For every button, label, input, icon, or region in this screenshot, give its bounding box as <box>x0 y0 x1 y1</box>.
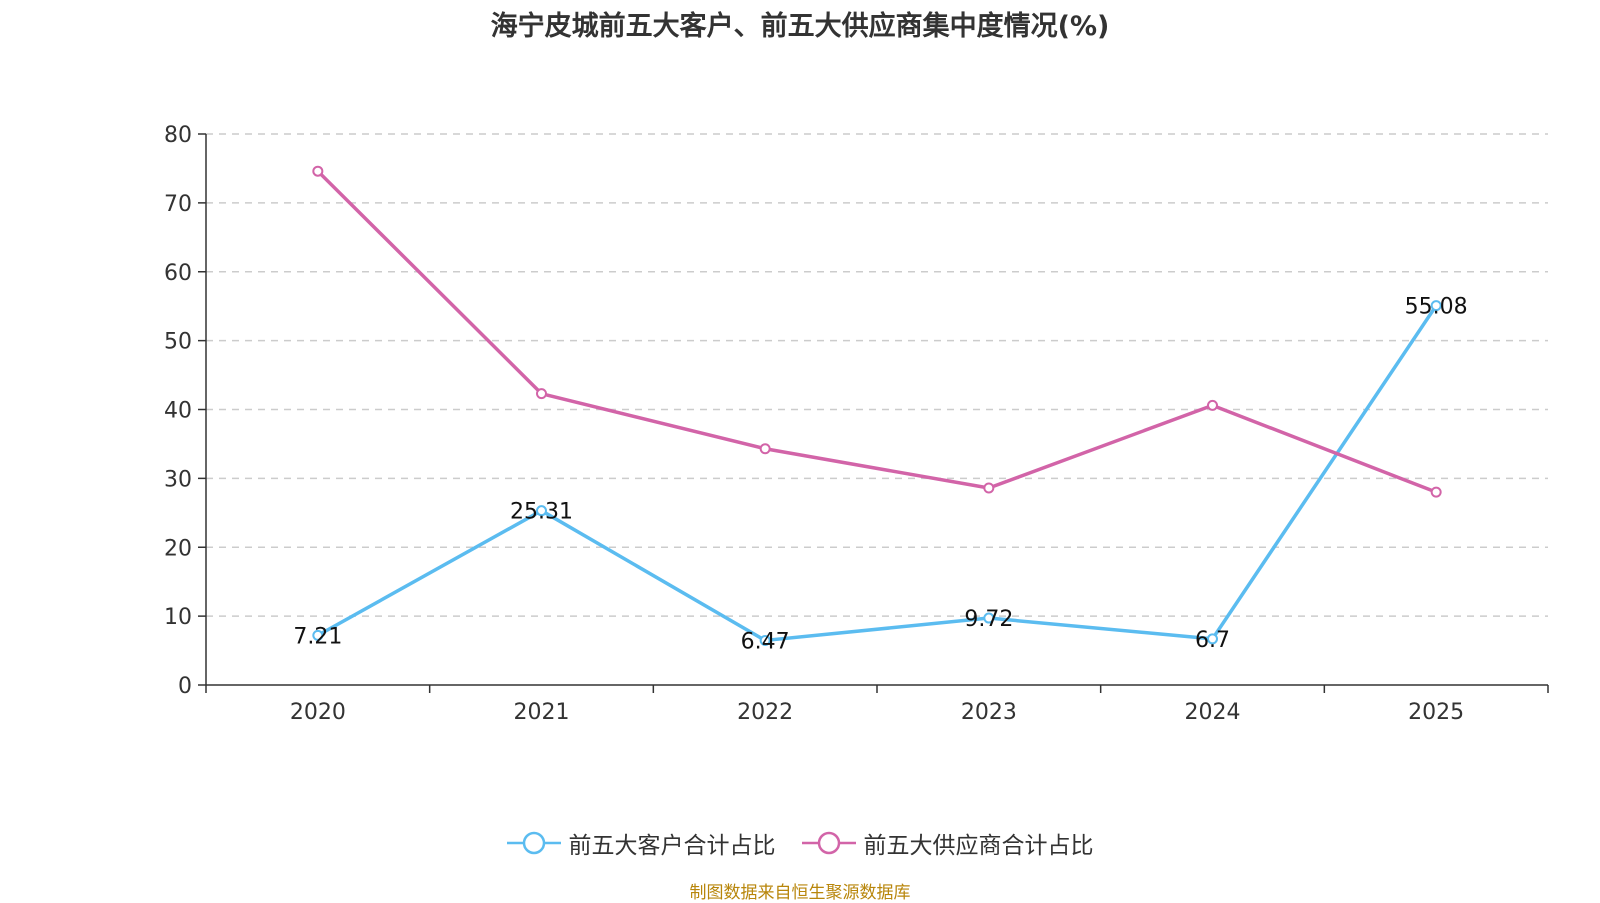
y-tick-label: 20 <box>164 536 192 561</box>
data-point[interactable] <box>536 388 547 400</box>
legend-item-suppliers[interactable]: 前五大供应商合计占比 <box>801 826 1094 860</box>
data-point[interactable] <box>1430 486 1442 498</box>
data-point[interactable] <box>983 612 995 624</box>
series-layer <box>312 165 1442 646</box>
data-label: 6.7 <box>1195 628 1230 653</box>
chart-title: 海宁皮城前五大客户、前五大供应商集中度情况(%) <box>490 11 1110 42</box>
legend-suppliers-label: 前五大供应商合计占比 <box>863 833 1094 859</box>
data-point[interactable] <box>983 482 995 494</box>
data-label: 55.08 <box>1405 295 1468 320</box>
data-point[interactable] <box>759 634 771 646</box>
x-tick-label: 2020 <box>290 700 346 725</box>
legend-customers-swatch-icon <box>506 831 561 855</box>
data-point[interactable] <box>759 443 771 455</box>
legend: 前五大客户合计占比 前五大供应商合计占比 <box>0 826 1600 860</box>
axis-layer: 0 10 20 30 40 50 60 70 80 2020 2021 2022 2023 2024 202… <box>164 123 1549 725</box>
y-tick-label: 0 <box>178 674 192 699</box>
data-point[interactable] <box>312 165 324 177</box>
y-tick-label: 70 <box>164 192 192 217</box>
x-tick-label: 2025 <box>1408 700 1464 725</box>
data-label: 6.47 <box>741 629 790 654</box>
legend-item-customers[interactable]: 前五大客户合计占比 <box>506 826 776 860</box>
data-label: 25.31 <box>510 500 573 525</box>
data-point[interactable] <box>1207 399 1218 411</box>
grid-layer <box>206 133 1548 617</box>
data-point[interactable] <box>536 505 547 517</box>
data-point[interactable] <box>1430 300 1442 312</box>
data-point[interactable] <box>1207 633 1218 645</box>
y-tick-label: 60 <box>164 261 192 286</box>
x-tick-label: 2022 <box>737 700 793 725</box>
legend-customers-label: 前五大客户合计占比 <box>568 833 776 859</box>
y-tick-label: 50 <box>164 330 192 355</box>
data-label: 7.21 <box>293 624 342 649</box>
series-line-0[interactable] <box>316 304 1438 643</box>
series-line-1[interactable] <box>316 169 1437 494</box>
y-tick-label: 40 <box>164 399 192 424</box>
y-tick-label: 30 <box>164 467 192 492</box>
source-note: 制图数据来自恒生聚源数据库 <box>689 883 911 903</box>
x-tick-label: 2021 <box>514 700 570 725</box>
data-label: 9.72 <box>964 607 1013 632</box>
x-tick-label: 2024 <box>1185 700 1241 725</box>
label-layer: 7.21 25.31 6.47 9.72 6.7 55.08 <box>293 295 1467 655</box>
legend-suppliers-swatch-icon <box>801 831 856 855</box>
data-point[interactable] <box>312 629 324 641</box>
y-tick-label: 10 <box>164 605 192 630</box>
x-tick-label: 2023 <box>961 700 1017 725</box>
y-tick-label: 80 <box>164 123 192 148</box>
